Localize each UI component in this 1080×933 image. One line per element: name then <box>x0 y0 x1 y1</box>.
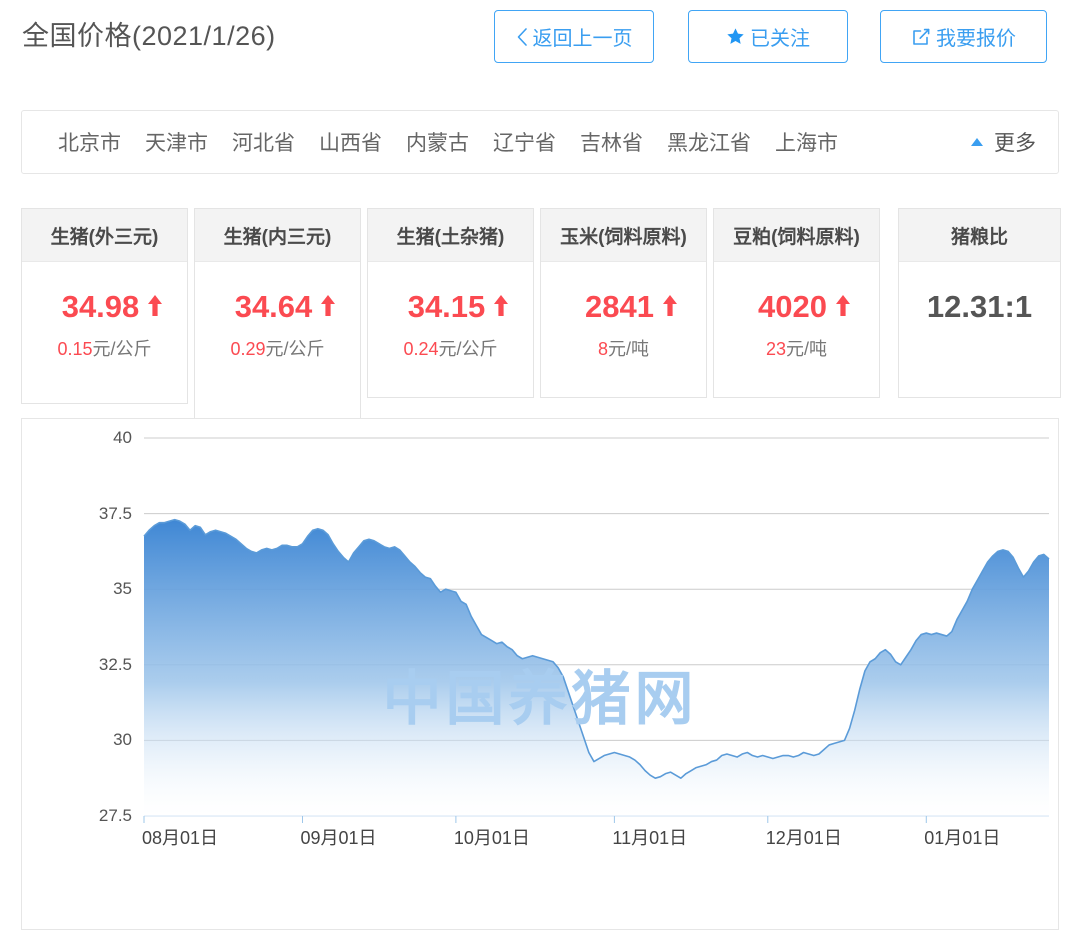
region-item[interactable]: 北京市 <box>58 132 121 155</box>
price-card-delta-unit: 元/吨 <box>786 339 828 359</box>
price-card-delta: 23元/吨 <box>766 335 827 361</box>
price-card-value-text: 2841 <box>585 289 654 324</box>
x-tick-label: 01月01日 <box>924 828 1001 848</box>
price-card-title-label: 生猪(外三元) <box>50 226 159 248</box>
quote-button-label: 我要报价 <box>936 28 1016 50</box>
price-card-title-label: 玉米(饲料原料) <box>560 226 687 248</box>
price-card-body: 34.98 0.15元/公斤 <box>22 262 187 403</box>
price-card-value: 4020 <box>758 289 850 324</box>
price-card[interactable]: 生猪(土杂猪) 34.15 0.24元/公斤 <box>367 208 534 398</box>
price-card-title-label: 豆粕(饲料原料) <box>733 226 860 248</box>
chart-plot-area: 中国养猪网 27.5 30 32.5 35 37.5 40 08月01日 09月01日 10月… <box>22 419 1058 848</box>
x-tick-label: 10月01日 <box>453 828 530 848</box>
y-tick-label: 35 <box>113 579 132 599</box>
price-card-delta-number: 0.15 <box>57 339 93 359</box>
price-area-chart <box>143 437 1050 823</box>
price-card-value: 12.31:1 <box>927 291 1032 322</box>
price-card-title-label: 生猪(内三元) <box>223 226 332 248</box>
region-item[interactable]: 辽宁省 <box>493 132 556 155</box>
price-card-title: 生猪(土杂猪) <box>368 209 533 262</box>
price-chart-panel: 中国养猪网 27.5 30 32.5 35 37.5 40 08月01日 09月01日 10月… <box>21 418 1059 930</box>
x-tick-label: 09月01日 <box>300 828 377 848</box>
price-card-delta: 8元/吨 <box>598 335 649 361</box>
region-item[interactable]: 黑龙江省 <box>667 132 751 155</box>
price-card-delta-unit: 元/公斤 <box>438 339 498 359</box>
price-card-title: 生猪(内三元) <box>195 209 360 262</box>
price-card-delta-unit: 元/吨 <box>608 339 650 359</box>
price-card-value: 34.98 <box>61 289 163 324</box>
y-tick-label: 32.5 <box>98 654 132 674</box>
price-card-body: 34.64 0.29元/公斤 <box>195 262 360 419</box>
region-item[interactable]: 内蒙古 <box>406 132 469 155</box>
y-tick-label: 27.5 <box>98 806 132 825</box>
region-item[interactable]: 天津市 <box>145 132 208 155</box>
page-title: 全国价格(2021/1/26) <box>22 21 276 51</box>
price-card-value: 34.64 <box>234 289 336 324</box>
price-card-delta-number: 0.29 <box>230 339 266 359</box>
price-card-delta-unit: 元/公斤 <box>92 339 152 359</box>
price-card-row: 生猪(外三元) 34.98 0.15元/公斤 生猪(内三元) 34.64 0.29元/公斤… <box>21 208 1061 420</box>
chart-area-fill <box>144 519 1049 816</box>
triangle-up-icon <box>971 138 983 146</box>
price-card[interactable]: 玉米(饲料原料) 2841 8元/吨 <box>540 208 707 398</box>
price-card-title: 豆粕(饲料原料) <box>714 209 879 262</box>
price-card-body: 4020 23元/吨 <box>714 262 879 397</box>
y-tick-label: 30 <box>113 730 132 750</box>
price-card-body: 2841 8元/吨 <box>541 262 706 397</box>
x-tick-label: 11月01日 <box>612 828 688 848</box>
region-filter-bar: 北京市 天津市 河北省 山西省 内蒙古 辽宁省 吉林省 黑龙江省 上海市 更多 <box>21 110 1059 174</box>
x-tick-label: 08月01日 <box>142 828 219 848</box>
price-card-delta: 0.15元/公斤 <box>57 335 151 361</box>
price-card[interactable]: 豆粕(饲料原料) 4020 23元/吨 <box>713 208 880 398</box>
price-card-value-text: 34.15 <box>407 289 486 324</box>
y-tick-label: 37.5 <box>98 503 132 523</box>
page-header: 全国价格(2021/1/26) 返回上一页 已关注 我要报价 <box>0 0 1080 90</box>
price-card-value: 34.15 <box>407 289 509 324</box>
back-button[interactable]: 返回上一页 <box>494 10 654 63</box>
price-card-title: 猪粮比 <box>899 209 1060 262</box>
star-filled-icon <box>726 27 745 46</box>
x-tick-label: 12月01日 <box>765 828 842 848</box>
region-list: 北京市 天津市 河北省 山西省 内蒙古 辽宁省 吉林省 黑龙江省 上海市 <box>58 111 838 173</box>
price-card-value-text: 12.31:1 <box>926 289 1033 324</box>
price-card-delta-number: 23 <box>765 339 786 359</box>
price-card-delta-number: 0.24 <box>403 339 439 359</box>
edit-square-icon <box>911 27 931 47</box>
price-card-title-label: 生猪(土杂猪) <box>396 226 505 248</box>
follow-button[interactable]: 已关注 <box>688 10 848 63</box>
price-card-value-text: 34.98 <box>61 289 140 324</box>
price-card-body: 12.31:1 <box>899 262 1060 397</box>
price-card[interactable]: 猪粮比 12.31:1 <box>898 208 1061 398</box>
back-button-label: 返回上一页 <box>532 28 633 50</box>
price-card-value-text: 34.64 <box>234 289 313 324</box>
price-card-delta-number: 8 <box>597 339 608 359</box>
price-card-delta: 0.24元/公斤 <box>403 335 497 361</box>
price-card-value-text: 4020 <box>758 289 827 324</box>
price-card-title: 生猪(外三元) <box>22 209 187 262</box>
price-card-value: 2841 <box>585 289 677 324</box>
region-item[interactable]: 上海市 <box>775 132 838 155</box>
region-more-label: 更多 <box>994 132 1036 155</box>
price-card-title: 玉米(饲料原料) <box>541 209 706 262</box>
region-more-toggle[interactable]: 更多 <box>971 111 1036 173</box>
y-tick-label: 40 <box>113 428 132 447</box>
region-item[interactable]: 河北省 <box>232 132 295 155</box>
chart-line <box>143 518 1050 779</box>
price-card[interactable]: 生猪(外三元) 34.98 0.15元/公斤 <box>21 208 188 404</box>
follow-button-label: 已关注 <box>750 28 810 50</box>
region-item[interactable]: 吉林省 <box>580 132 643 155</box>
region-item[interactable]: 山西省 <box>319 132 382 155</box>
price-card-delta-unit: 元/公斤 <box>265 339 325 359</box>
price-card[interactable]: 生猪(内三元) 34.64 0.29元/公斤 <box>194 208 361 420</box>
quote-button[interactable]: 我要报价 <box>880 10 1047 63</box>
chevron-left-icon <box>516 27 528 47</box>
price-card-body: 34.15 0.24元/公斤 <box>368 262 533 397</box>
price-card-delta: 0.29元/公斤 <box>230 335 324 361</box>
price-card-title-label: 猪粮比 <box>950 226 1008 248</box>
